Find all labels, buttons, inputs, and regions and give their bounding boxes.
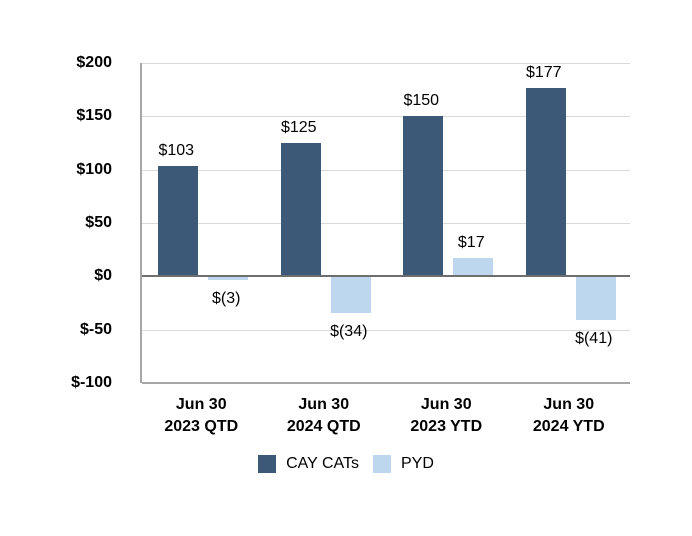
bar-value-label: $17 — [457, 234, 485, 252]
legend-label: CAY CATs — [286, 455, 359, 472]
x-tick-label: Jun 30 2024 QTD — [286, 396, 361, 435]
bar-value-label: $125 — [280, 119, 317, 136]
gridline — [142, 116, 630, 118]
bar-value-label: $(3) — [212, 289, 241, 307]
zero-axis-line — [142, 275, 630, 278]
bar-cay-cats — [403, 116, 444, 277]
gridline — [142, 63, 630, 64]
bar-pyd — [208, 276, 249, 280]
y-tick-label: $0 — [94, 267, 112, 285]
bar-value-label: $150 — [403, 92, 440, 110]
bar-value-label: $(41) — [575, 330, 613, 348]
x-tick-label: Jun 30 2024 YTD — [532, 396, 605, 435]
y-tick-label: $200 — [76, 54, 112, 71]
bar-value-label: $103 — [158, 142, 195, 160]
gridline — [142, 329, 630, 331]
bar-value-label: $(34) — [330, 322, 368, 340]
gridline — [142, 223, 630, 224]
bar-pyd — [453, 258, 494, 277]
bar-pyd — [575, 276, 616, 321]
y-tick-label: $100 — [76, 160, 112, 178]
bar-pyd — [330, 276, 371, 313]
y-tick-label: $50 — [85, 214, 112, 231]
y-tick-label: $-100 — [71, 374, 112, 391]
y-tick-label: $150 — [76, 107, 112, 125]
plot-area — [140, 63, 630, 384]
legend-swatch-cay-cats — [258, 455, 277, 473]
y-tick-label: $-50 — [79, 320, 112, 338]
legend-label: PYD — [401, 455, 434, 472]
legend-item-cay-cats: CAY CATs — [258, 455, 359, 473]
legend: CAY CATs PYD — [0, 455, 692, 473]
bar-value-label: $177 — [525, 63, 562, 81]
gridline — [142, 169, 630, 171]
bar-cay-cats — [280, 143, 321, 277]
legend-swatch-pyd — [373, 455, 391, 473]
bar-cay-cats — [158, 166, 199, 277]
axis-bottom-line — [142, 382, 630, 384]
legend-item-pyd: PYD — [373, 455, 434, 473]
x-tick-label: Jun 30 2023 YTD — [410, 396, 483, 435]
bar-cay-cats — [525, 87, 566, 277]
x-tick-label: Jun 30 2023 QTD — [164, 396, 239, 435]
